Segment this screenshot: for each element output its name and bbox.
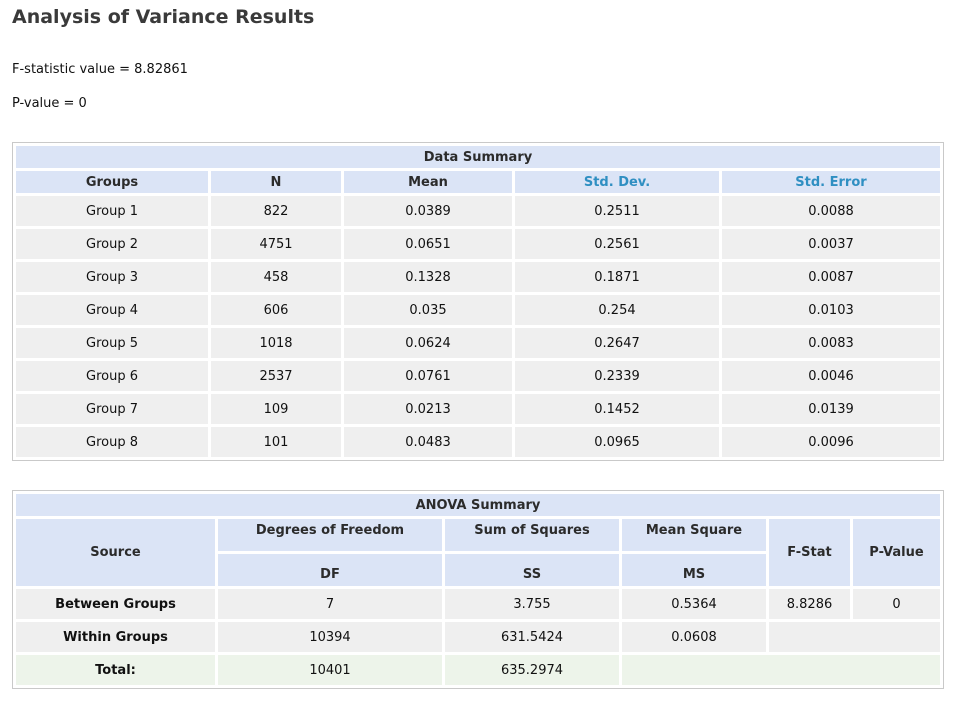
header-df: DF xyxy=(218,554,442,586)
group-name: Group 4 xyxy=(16,295,208,325)
within-df: 10394 xyxy=(218,622,442,652)
group-mean: 0.0624 xyxy=(344,328,512,358)
group-std-error: 0.0087 xyxy=(722,262,940,292)
group-name: Group 3 xyxy=(16,262,208,292)
group-n: 458 xyxy=(211,262,341,292)
group-std-dev: 0.0965 xyxy=(515,427,719,457)
within-groups-label: Within Groups xyxy=(16,622,215,652)
group-name: Group 7 xyxy=(16,394,208,424)
data-summary-table: Data Summary Groups N Mean Std. Dev. Std… xyxy=(12,142,944,461)
between-df: 7 xyxy=(218,589,442,619)
group-std-dev: 0.2339 xyxy=(515,361,719,391)
anova-summary-caption: ANOVA Summary xyxy=(16,494,940,516)
group-std-dev: 0.2561 xyxy=(515,229,719,259)
table-row: Group 7 109 0.0213 0.1452 0.0139 xyxy=(16,394,940,424)
table-row: Total: 10401 635.2974 xyxy=(16,655,940,685)
group-mean: 0.0213 xyxy=(344,394,512,424)
between-ss: 3.755 xyxy=(445,589,619,619)
group-std-dev: 0.254 xyxy=(515,295,719,325)
anova-summary-table: ANOVA Summary Source Degrees of Freedom … xyxy=(12,490,944,689)
within-ss: 631.5424 xyxy=(445,622,619,652)
header-std-dev: Std. Dev. xyxy=(515,171,719,193)
between-p-value: 0 xyxy=(853,589,940,619)
between-ms: 0.5364 xyxy=(622,589,766,619)
group-std-error: 0.0103 xyxy=(722,295,940,325)
between-f-stat: 8.8286 xyxy=(769,589,850,619)
header-std-error: Std. Error xyxy=(722,171,940,193)
group-n: 101 xyxy=(211,427,341,457)
group-mean: 0.0483 xyxy=(344,427,512,457)
group-mean: 0.0761 xyxy=(344,361,512,391)
table-row: Group 1 822 0.0389 0.2511 0.0088 xyxy=(16,196,940,226)
group-name: Group 1 xyxy=(16,196,208,226)
within-empty-cell xyxy=(769,622,940,652)
group-n: 606 xyxy=(211,295,341,325)
header-mean: Mean xyxy=(344,171,512,193)
group-name: Group 2 xyxy=(16,229,208,259)
group-std-dev: 0.1452 xyxy=(515,394,719,424)
page-title: Analysis of Variance Results xyxy=(12,6,315,28)
group-std-error: 0.0046 xyxy=(722,361,940,391)
group-mean: 0.035 xyxy=(344,295,512,325)
table-row: Within Groups 10394 631.5424 0.0608 xyxy=(16,622,940,652)
within-ms: 0.0608 xyxy=(622,622,766,652)
group-std-error: 0.0037 xyxy=(722,229,940,259)
table-row: Group 4 606 0.035 0.254 0.0103 xyxy=(16,295,940,325)
group-std-dev: 0.1871 xyxy=(515,262,719,292)
group-name: Group 6 xyxy=(16,361,208,391)
group-mean: 0.0651 xyxy=(344,229,512,259)
total-df: 10401 xyxy=(218,655,442,685)
f-statistic-text: F-statistic value = 8.82861 xyxy=(12,62,188,77)
p-value-text: P-value = 0 xyxy=(12,96,87,111)
group-mean: 0.1328 xyxy=(344,262,512,292)
group-name: Group 8 xyxy=(16,427,208,457)
header-ss: SS xyxy=(445,554,619,586)
group-std-error: 0.0139 xyxy=(722,394,940,424)
table-row: Group 5 1018 0.0624 0.2647 0.0083 xyxy=(16,328,940,358)
between-groups-label: Between Groups xyxy=(16,589,215,619)
table-row: Group 6 2537 0.0761 0.2339 0.0046 xyxy=(16,361,940,391)
total-empty-cell xyxy=(622,655,940,685)
table-row: Group 3 458 0.1328 0.1871 0.0087 xyxy=(16,262,940,292)
group-n: 4751 xyxy=(211,229,341,259)
group-std-error: 0.0083 xyxy=(722,328,940,358)
header-ms: MS xyxy=(622,554,766,586)
header-mean-square: Mean Square xyxy=(622,519,766,551)
group-mean: 0.0389 xyxy=(344,196,512,226)
group-std-error: 0.0096 xyxy=(722,427,940,457)
group-std-dev: 0.2647 xyxy=(515,328,719,358)
table-row: Group 8 101 0.0483 0.0965 0.0096 xyxy=(16,427,940,457)
header-degrees-of-freedom: Degrees of Freedom xyxy=(218,519,442,551)
total-ss: 635.2974 xyxy=(445,655,619,685)
group-std-error: 0.0088 xyxy=(722,196,940,226)
group-n: 109 xyxy=(211,394,341,424)
group-n: 822 xyxy=(211,196,341,226)
header-source: Source xyxy=(16,519,215,586)
header-f-stat: F-Stat xyxy=(769,519,850,586)
header-n: N xyxy=(211,171,341,193)
group-n: 2537 xyxy=(211,361,341,391)
group-name: Group 5 xyxy=(16,328,208,358)
table-row: Group 2 4751 0.0651 0.2561 0.0037 xyxy=(16,229,940,259)
header-sum-of-squares: Sum of Squares xyxy=(445,519,619,551)
group-n: 1018 xyxy=(211,328,341,358)
data-summary-caption: Data Summary xyxy=(16,146,940,168)
header-p-value: P-Value xyxy=(853,519,940,586)
table-row: Between Groups 7 3.755 0.5364 8.8286 0 xyxy=(16,589,940,619)
total-label: Total: xyxy=(16,655,215,685)
header-groups: Groups xyxy=(16,171,208,193)
group-std-dev: 0.2511 xyxy=(515,196,719,226)
